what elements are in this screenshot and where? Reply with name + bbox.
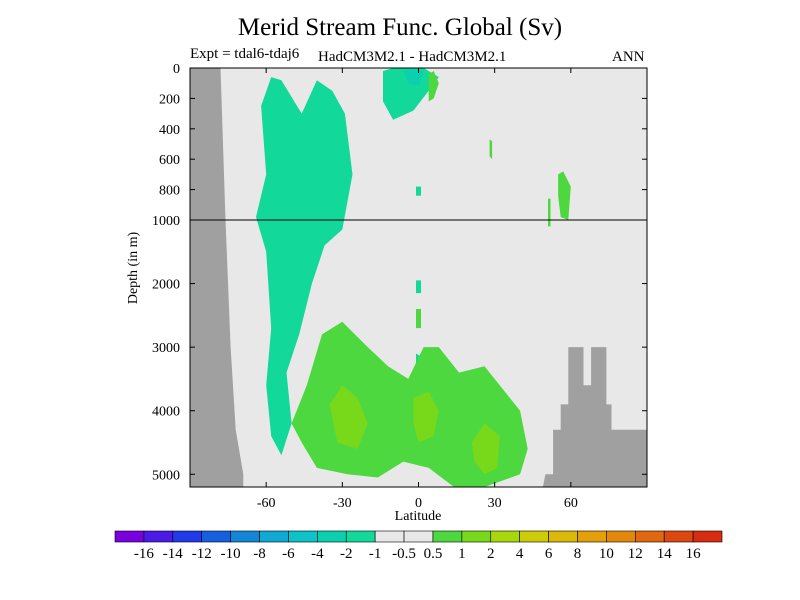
y-tick-label: 4000 [152, 405, 180, 420]
colorbar-label: -2 [340, 546, 353, 562]
colorbar-swatch [634, 530, 665, 543]
x-tick-label: 30 [488, 496, 502, 511]
colorbar-label: -8 [253, 546, 266, 562]
contour-region [558, 171, 571, 220]
colorbar-label: -14 [163, 546, 183, 562]
colorbar-label: 10 [599, 546, 614, 562]
contour-region [256, 77, 353, 456]
contour-region [403, 69, 424, 87]
colorbar-label: 1 [458, 546, 466, 562]
colorbar-swatch [172, 530, 203, 543]
y-tick-label: 0 [173, 62, 180, 77]
colorbar-swatch [606, 530, 636, 543]
stream-function-field [256, 68, 571, 487]
ocean-floor [190, 68, 244, 487]
colorbar-label: 12 [628, 546, 643, 562]
colorbar-swatch [519, 530, 549, 543]
y-axis-label: Depth (in m) [126, 232, 141, 305]
contour-region [329, 385, 368, 449]
colorbar-swatch [201, 530, 231, 543]
y-tick-label: 5000 [152, 468, 180, 483]
colorbar-label: -16 [134, 546, 154, 562]
axes: -60 -30 0 30 6002004006008001000200030004000… [152, 62, 647, 511]
y-tick-label: 800 [159, 184, 180, 199]
contour-region [383, 68, 439, 120]
colorbar-label: 8 [574, 546, 582, 562]
contour-region [416, 280, 421, 294]
contour-region [428, 71, 439, 102]
x-axis-label: Latitude [395, 509, 442, 524]
colorbar-swatch [432, 530, 463, 543]
colorbar-swatch [143, 530, 174, 543]
season-label: ANN [612, 49, 645, 65]
chart-title: Merid Stream Func. Global (Sv) [237, 14, 563, 41]
x-tick-label: -60 [257, 496, 276, 511]
colorbar-label: 6 [545, 546, 553, 562]
colorbar-label: 16 [686, 546, 702, 562]
experiment-label: Expt = tdal6-tdaj6 [190, 46, 300, 62]
x-tick-label: 60 [564, 496, 578, 511]
colorbar-swatch [692, 530, 723, 543]
contour-region [416, 309, 421, 329]
colorbar-swatch [259, 530, 289, 543]
contour-region [548, 198, 551, 227]
colorbar-label: 4 [516, 546, 524, 562]
colorbar-swatch [577, 530, 607, 543]
colorbar-label: -0.5 [392, 546, 416, 562]
colorbar-label: -10 [221, 546, 241, 562]
contour-region [413, 391, 439, 443]
x-tick-label: -30 [333, 496, 352, 511]
y-tick-label: 3000 [152, 341, 180, 356]
colorbar-label: 0.5 [424, 546, 443, 562]
y-tick-label: 200 [159, 92, 180, 107]
colorbar: -16 -14 -12 -10 -8 -6 -4 -2 -1 -0.5 0.5 1 2 4 6 8 10 12 14… [114, 530, 723, 562]
ocean-floor [542, 347, 647, 487]
colorbar-swatch [230, 530, 260, 543]
colorbar-label: -1 [369, 546, 382, 562]
colorbar-swatch [374, 530, 405, 543]
colorbar-label: -12 [192, 546, 212, 562]
y-tick-label: 600 [159, 153, 180, 168]
colorbar-swatch [490, 530, 520, 543]
colorbar-swatch [548, 530, 578, 543]
colorbar-swatch [663, 530, 694, 543]
contour-region [471, 423, 500, 475]
colorbar-swatch [461, 530, 492, 543]
colorbar-swatch [317, 530, 347, 543]
contour-region [489, 139, 493, 160]
y-tick-label: 1000 [152, 214, 180, 229]
colorbar-label: -4 [311, 546, 324, 562]
colorbar-swatch [403, 530, 434, 543]
colorbar-label: 2 [487, 546, 495, 562]
colorbar-swatch [288, 530, 318, 543]
colorbar-swatch [114, 530, 145, 543]
bathymetry [190, 68, 647, 487]
y-tick-label: 2000 [152, 278, 180, 293]
contour-region [416, 186, 421, 196]
y-tick-label: 400 [159, 123, 180, 138]
colorbar-swatch [345, 530, 376, 543]
x-tick-label: 0 [415, 496, 422, 511]
models-label: HadCM3M2.1 - HadCM3M2.1 [318, 49, 507, 65]
colorbar-label: -6 [282, 546, 295, 562]
colorbar-label: 14 [657, 546, 673, 562]
